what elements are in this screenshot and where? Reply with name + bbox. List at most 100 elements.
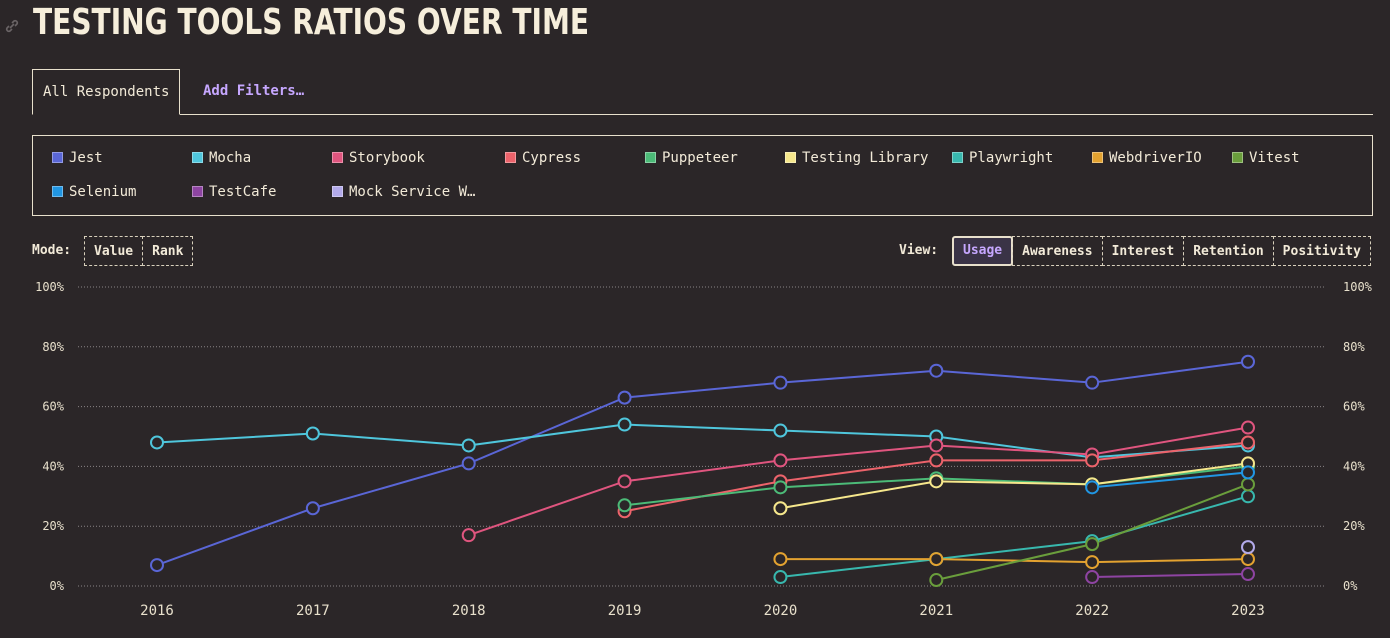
legend-swatch — [1232, 152, 1243, 163]
view-button[interactable]: Positivity — [1272, 236, 1371, 266]
data-point — [617, 417, 632, 432]
y-tick-label: 100% — [35, 280, 65, 294]
mode-button[interactable]: Rank — [142, 236, 194, 266]
data-point — [1085, 555, 1100, 570]
legend-item[interactable]: Playwright — [952, 150, 1053, 166]
series-line — [1092, 573, 1249, 579]
data-point — [461, 528, 476, 543]
data-point — [1085, 477, 1100, 492]
data-point — [1241, 552, 1255, 567]
series-line — [780, 462, 1249, 510]
y-tick-label: 80% — [42, 340, 64, 354]
legend-label: Playwright — [969, 150, 1054, 166]
data-point — [461, 456, 476, 471]
data-point — [929, 471, 944, 486]
y-tick-label: 40% — [42, 459, 64, 473]
data-point — [1241, 459, 1255, 474]
data-point — [1241, 420, 1255, 435]
view-button[interactable]: Interest — [1101, 236, 1185, 266]
link-icon[interactable] — [4, 18, 20, 34]
legend-swatch — [952, 152, 963, 163]
legend-label: Cypress — [522, 150, 582, 166]
legend-label: Selenium — [69, 184, 137, 200]
legend-label: Mock Service W… — [349, 184, 476, 200]
y2-tick-label: 20% — [1343, 519, 1365, 533]
legend-swatch — [785, 152, 796, 163]
data-point — [1085, 570, 1100, 585]
data-point — [929, 363, 944, 378]
view-button[interactable]: Retention — [1183, 236, 1274, 266]
y2-tick-label: 60% — [1343, 400, 1365, 414]
legend-swatch — [332, 152, 343, 163]
data-point — [1085, 375, 1100, 390]
data-point — [1085, 534, 1100, 549]
legend-item[interactable]: Cypress — [505, 150, 581, 166]
x-tick-label: 2016 — [140, 603, 174, 619]
data-point — [305, 426, 320, 441]
tab[interactable]: All Respondents — [32, 69, 181, 115]
series-line — [936, 483, 1249, 581]
data-point — [305, 501, 320, 516]
legend-item[interactable]: Mock Service W… — [332, 184, 475, 200]
legend-item[interactable]: Selenium — [52, 184, 136, 200]
series-line — [624, 465, 1249, 507]
data-point — [929, 429, 944, 444]
data-point — [1241, 477, 1255, 492]
legend-item[interactable]: WebdriverIO — [1092, 150, 1202, 166]
view-buttons: Usage Awareness Interest Retention Positivit… — [952, 236, 1371, 266]
tab-bar: All Respondents Add Filters… — [32, 69, 1373, 115]
add-filters-tab[interactable]: Add Filters… — [203, 83, 305, 99]
series-line — [468, 426, 1249, 537]
x-tick-label: 2022 — [1075, 603, 1109, 619]
data-point — [1241, 489, 1255, 504]
data-point — [150, 435, 164, 450]
y2-tick-label: 100% — [1343, 280, 1373, 294]
legend-item[interactable]: TestCafe — [192, 184, 276, 200]
data-point — [773, 501, 788, 516]
data-point — [150, 558, 164, 573]
data-point — [1085, 480, 1100, 495]
data-point — [929, 453, 944, 468]
y-tick-label: 0% — [50, 579, 65, 593]
legend-item[interactable]: Jest — [52, 150, 103, 166]
legend-swatch — [192, 152, 203, 163]
data-point — [1085, 450, 1100, 465]
legend-item[interactable]: Storybook — [332, 150, 425, 166]
legend-item[interactable]: Vitest — [1232, 150, 1300, 166]
legend-swatch — [505, 152, 516, 163]
data-point — [1241, 438, 1255, 453]
data-point — [1085, 447, 1100, 462]
data-point — [773, 552, 788, 567]
data-point — [773, 423, 788, 438]
view-button[interactable]: Usage — [952, 236, 1014, 266]
legend-swatch — [332, 186, 343, 197]
legend-item[interactable]: Puppeteer — [645, 150, 738, 166]
series-line — [1092, 471, 1249, 489]
data-point — [773, 480, 788, 495]
legend-item[interactable]: Mocha — [192, 150, 251, 166]
link-glyph — [5, 19, 19, 33]
series-line — [156, 423, 1249, 459]
data-point — [929, 552, 944, 567]
x-tick-label: 2017 — [296, 603, 330, 619]
data-point — [1241, 456, 1255, 471]
legend-label: TestCafe — [209, 184, 277, 200]
x-tick-label: 2020 — [764, 603, 798, 619]
series-line — [624, 441, 1249, 513]
view-button[interactable]: Awareness — [1012, 236, 1103, 266]
legend-item[interactable]: Testing Library — [785, 150, 928, 166]
data-point — [773, 570, 788, 585]
legend-label: Jest — [69, 150, 103, 166]
data-point — [617, 474, 632, 489]
legend-swatch — [192, 186, 203, 197]
x-tick-label: 2019 — [608, 603, 642, 619]
data-point — [773, 474, 788, 489]
series-line — [780, 558, 1249, 564]
mode-button[interactable]: Value — [84, 236, 144, 266]
legend-label: Testing Library — [802, 150, 929, 166]
legend-label: WebdriverIO — [1109, 150, 1202, 166]
legend: Jest Mocha Storybook Cypress Puppeteer Testin… — [32, 135, 1373, 216]
y-tick-label: 60% — [42, 400, 64, 414]
data-point — [929, 573, 944, 588]
series-line — [156, 360, 1249, 567]
